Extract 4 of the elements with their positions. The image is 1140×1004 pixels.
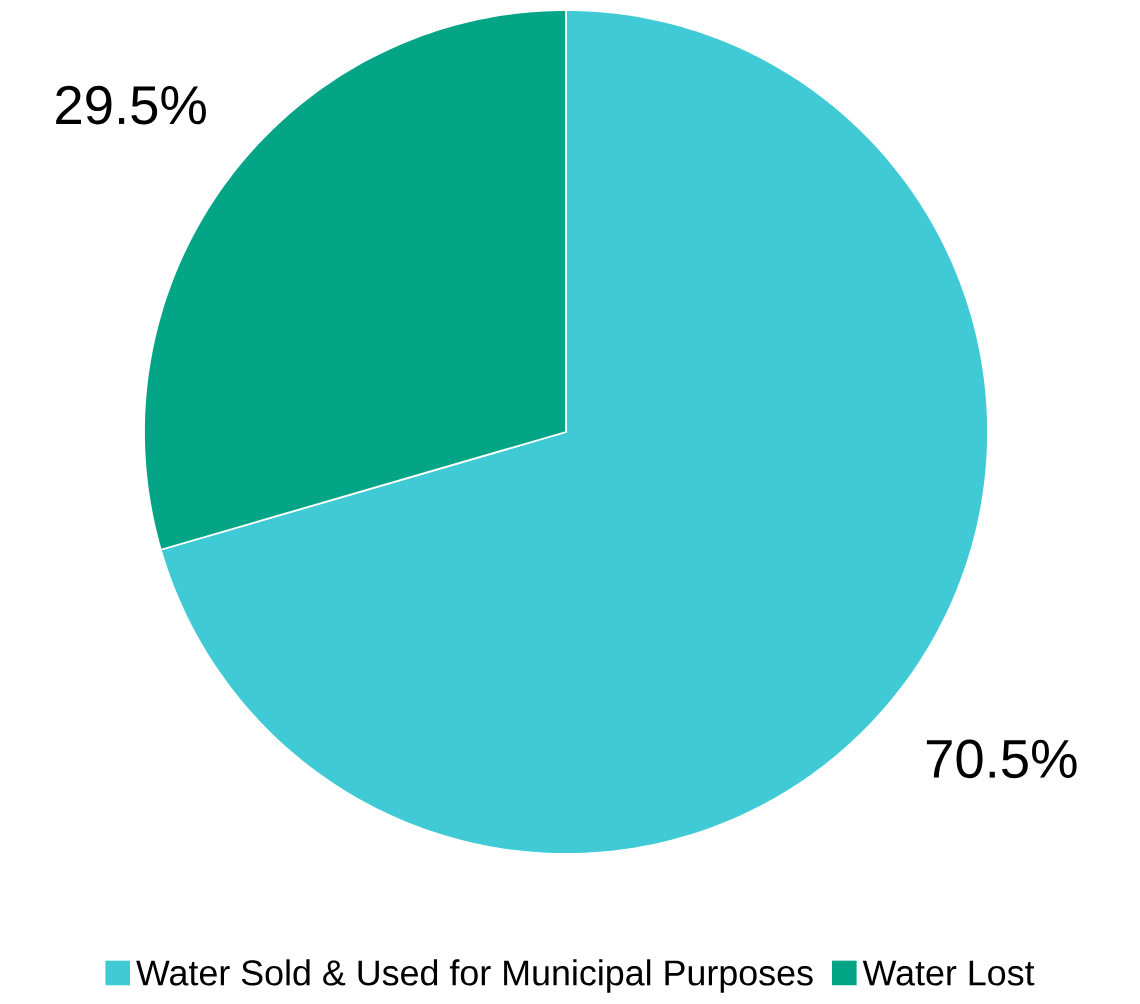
legend-label: Water Lost bbox=[862, 960, 1035, 986]
data-label: 70.5% bbox=[926, 739, 1077, 779]
legend-label: Water Sold & Used for Municipal Purposes bbox=[136, 959, 813, 993]
data-label: 29.5% bbox=[56, 85, 206, 125]
